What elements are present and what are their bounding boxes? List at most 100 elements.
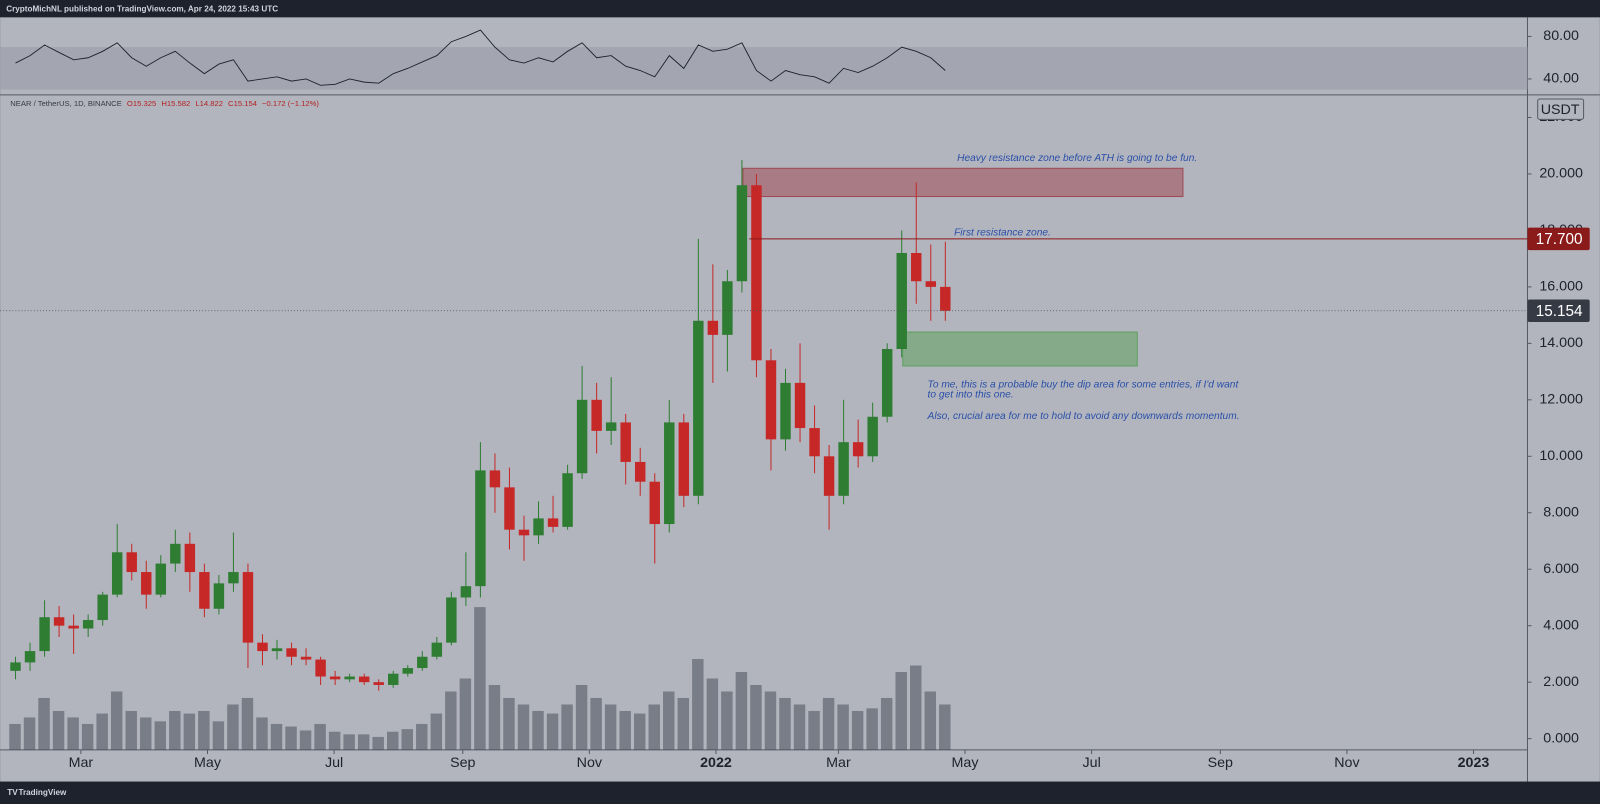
candle-body: [213, 583, 225, 609]
publisher: CryptoMichNL published on TradingView.co…: [6, 4, 278, 13]
currency-box: [1537, 98, 1585, 120]
x-tick-label: Jul: [1083, 755, 1101, 771]
volume-bar: [241, 697, 254, 750]
volume-bar: [81, 723, 94, 750]
price-label-box: [1527, 299, 1590, 322]
volume-bar: [808, 710, 820, 750]
volume-bar: [212, 721, 225, 750]
candle-body: [68, 625, 79, 629]
candle-body: [300, 656, 312, 660]
candle-body: [823, 456, 835, 496]
volume-bar: [735, 672, 748, 750]
candle-body: [170, 543, 181, 564]
volume-bar: [663, 691, 675, 750]
volume-bar: [677, 697, 690, 750]
x-tick-label: 2022: [700, 755, 732, 771]
y-tick-label: 12.000: [1539, 392, 1583, 408]
candle-body: [911, 253, 922, 282]
annotation: Also, crucial area for me to hold to avo…: [927, 411, 1240, 422]
x-tick-label: Nov: [1334, 755, 1360, 771]
price-label-box: [1527, 227, 1590, 251]
candle-body: [736, 185, 748, 282]
candle-body: [547, 518, 559, 527]
volume-bar: [372, 736, 384, 750]
volume-bar: [488, 684, 501, 750]
volume-bar: [706, 678, 719, 750]
y-tick-label: 14.000: [1539, 335, 1583, 351]
volume-bar: [140, 717, 152, 750]
x-tick-label: May: [952, 755, 980, 771]
candle-body: [344, 676, 355, 680]
volume-bar: [474, 607, 486, 750]
volume-bar: [503, 697, 515, 750]
candle-body: [286, 648, 297, 657]
volume-bar: [357, 734, 370, 750]
annotation: to get into this one.: [928, 390, 1014, 401]
x-tick-label: Sep: [1208, 755, 1233, 771]
candle-body: [867, 416, 878, 457]
candle-body: [402, 668, 413, 674]
candle-body: [620, 422, 631, 462]
candle-body: [707, 320, 719, 335]
brand: TradingView: [18, 788, 67, 797]
x-tick-label: Sep: [450, 755, 475, 771]
y-tick-label: 8.000: [1543, 505, 1579, 521]
candle-body: [504, 487, 515, 530]
volume-bar: [517, 704, 530, 750]
candle-body: [896, 253, 907, 349]
candle-body: [533, 518, 544, 536]
candle-body: [199, 572, 210, 609]
volume-bar: [169, 710, 181, 750]
volume-bar: [23, 717, 36, 750]
volume-bar: [198, 710, 210, 750]
annotation: To me, this is a probable buy the dip ar…: [928, 379, 1240, 390]
volume-bar: [648, 704, 660, 750]
candle-body: [39, 617, 50, 652]
candle-body: [388, 673, 399, 685]
volume-bar: [52, 710, 65, 750]
volume-bar: [822, 697, 835, 750]
candle-body: [257, 642, 268, 652]
volume-bar: [764, 691, 777, 750]
legend-value: C15.154: [228, 99, 258, 108]
volume-bar: [561, 704, 573, 750]
volume-bar: [256, 717, 268, 750]
volume-bar: [401, 729, 413, 750]
volume-bar: [633, 713, 646, 750]
candle-body: [184, 543, 196, 573]
volume-bar: [880, 697, 893, 750]
y-tick-label: 6.000: [1543, 561, 1579, 577]
candle-body: [881, 348, 893, 417]
y-tick-label: 16.000: [1539, 279, 1583, 295]
candle-body: [141, 572, 152, 595]
legend-value: L14.822: [195, 99, 223, 108]
volume-bar: [9, 723, 21, 750]
candle-body: [315, 659, 326, 677]
volume-bar: [546, 713, 559, 750]
volume-bar: [125, 710, 137, 750]
volume-bar: [590, 697, 602, 750]
candle-body: [562, 473, 573, 527]
candle-body: [780, 382, 791, 440]
candle-body: [838, 442, 849, 496]
volume-bar: [154, 721, 167, 750]
candle-body: [693, 320, 704, 496]
candle-body: [591, 399, 602, 431]
candle-body: [242, 572, 254, 643]
candle-body: [722, 281, 733, 335]
x-tick-label: 2023: [1458, 755, 1490, 771]
candle-body: [417, 656, 428, 669]
rsi-band: [0, 47, 1528, 90]
volume-bar: [227, 704, 239, 750]
volume-bar: [750, 684, 762, 750]
candle-body: [155, 563, 167, 595]
candle-body: [925, 281, 937, 287]
volume-bar: [343, 734, 355, 750]
legend-value: H15.582: [161, 99, 190, 108]
candle-body: [794, 382, 806, 429]
zone: [742, 167, 1184, 198]
volume-bar: [67, 717, 79, 750]
candle-body: [751, 185, 762, 361]
legend-value: O15.325: [127, 99, 156, 108]
volume-bar: [910, 665, 922, 750]
